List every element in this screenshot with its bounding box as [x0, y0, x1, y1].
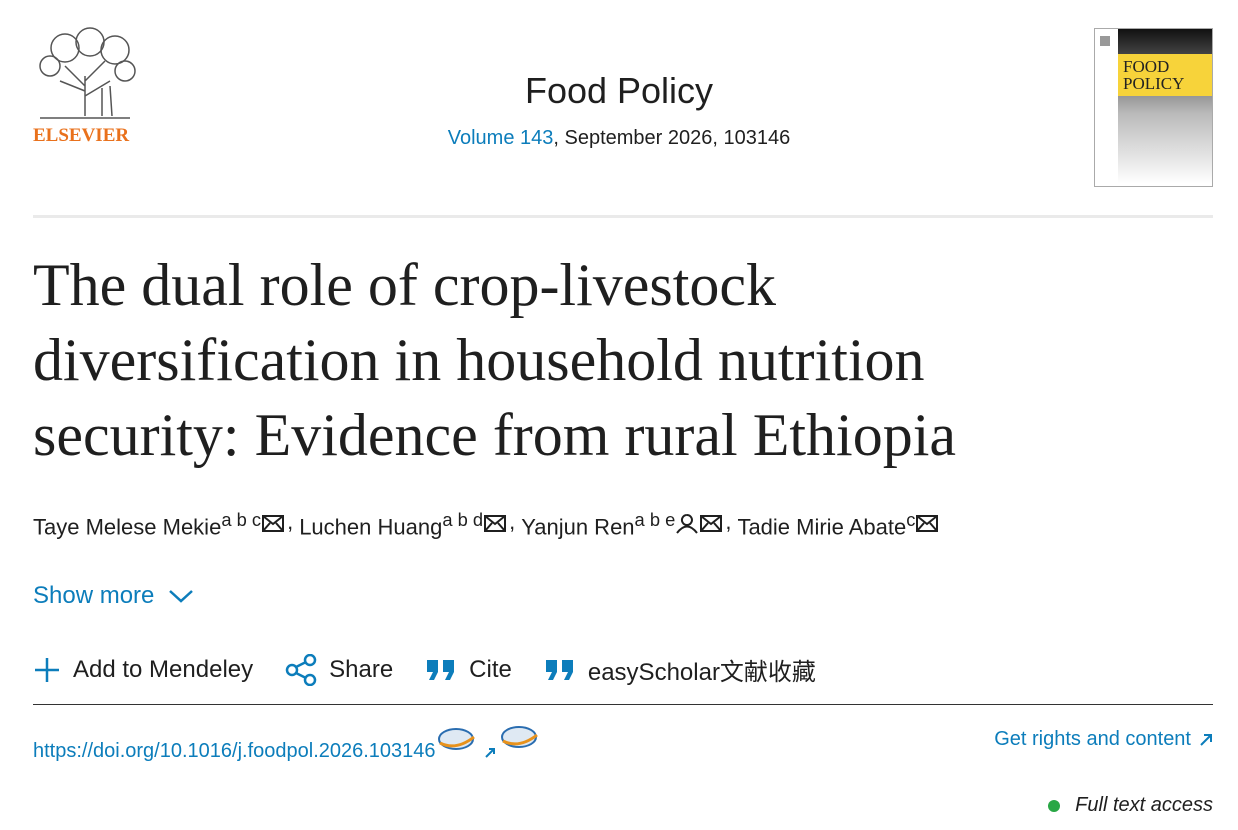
- mail-icon[interactable]: [261, 512, 285, 534]
- mail-icon[interactable]: [915, 512, 939, 534]
- show-more[interactable]: Show more: [33, 582, 194, 610]
- elsevier-logo[interactable]: ELSEVIER: [30, 26, 140, 148]
- author[interactable]: Tadie Mirie Abatec: [737, 509, 939, 540]
- cover-text: POLICY: [1123, 74, 1184, 93]
- status-dot: [1048, 799, 1061, 812]
- author-name: Taye Melese Mekie: [33, 514, 222, 540]
- affiliations: a b e: [634, 509, 676, 530]
- mail-icon[interactable]: [483, 512, 507, 534]
- author-name: Luchen Huang: [299, 514, 443, 540]
- doi-line: https://doi.org/10.1016/j.foodpol.2026.1…: [33, 725, 546, 763]
- cite-button[interactable]: Cite: [425, 656, 512, 684]
- separator: ,: [287, 509, 294, 534]
- action-label: Cite: [469, 655, 512, 683]
- divider: [33, 704, 1213, 705]
- author-name: Tadie Mirie Abate: [737, 514, 907, 540]
- affiliations: a b c: [221, 509, 262, 530]
- person-icon[interactable]: [675, 512, 699, 534]
- plus-icon: [35, 657, 59, 682]
- access-label: Full text access: [1075, 794, 1213, 816]
- journal-cover[interactable]: FOOD POLICY: [1094, 28, 1214, 188]
- action-bar: Add to Mendeley Share Cite easyScholar文献…: [33, 652, 848, 687]
- easyscholar-button[interactable]: easyScholar文献收藏: [544, 652, 816, 687]
- publisher: ELSEVIER: [33, 125, 129, 146]
- doi-link[interactable]: https://doi.org/10.1016/j.foodpol.2026.1…: [33, 740, 436, 762]
- quote-icon: [545, 659, 573, 680]
- author-name: Yanjun Ren: [521, 514, 635, 540]
- divider: [33, 215, 1213, 218]
- separator: ,: [509, 509, 516, 534]
- mail-icon[interactable]: [699, 512, 723, 534]
- issue-info: , September 2026, 103146: [553, 127, 791, 149]
- share-icon: [285, 653, 317, 686]
- affiliations: a b d: [442, 509, 484, 530]
- cover-text: FOOD: [1123, 57, 1169, 76]
- author[interactable]: Yanjun Rena b e: [521, 509, 723, 540]
- journal-title[interactable]: Food Policy: [524, 70, 714, 111]
- rights-label: Get rights and content: [994, 728, 1191, 750]
- doi-icons[interactable]: [436, 721, 546, 761]
- article-title: The dual role of crop-livestock diversif…: [33, 252, 956, 468]
- mendeley-button[interactable]: Add to Mendeley: [33, 656, 253, 684]
- action-label: easyScholar文献收藏: [587, 659, 816, 686]
- action-label: Share: [329, 655, 394, 683]
- chevron: [169, 590, 194, 603]
- author[interactable]: Luchen Huanga b d: [299, 509, 507, 540]
- rights-link[interactable]: Get rights and content: [994, 728, 1213, 751]
- quote-icon: [427, 659, 455, 680]
- author[interactable]: Taye Melese Mekiea b c: [33, 509, 285, 540]
- affiliations: c: [906, 509, 916, 530]
- access-indicator: Full text access: [1047, 794, 1213, 817]
- share-button[interactable]: Share: [285, 653, 394, 686]
- separator: ,: [725, 509, 732, 534]
- volume-line: Volume 143, September 2026, 103146: [0, 127, 1238, 150]
- show-more-label: Show more: [33, 582, 155, 609]
- action-label: Add to Mendeley: [73, 655, 254, 683]
- external-icon: [1200, 733, 1212, 746]
- volume-link[interactable]: Volume 143: [447, 127, 554, 149]
- author-list: Taye Melese Mekiea b c, Luchen Huanga b d…: [33, 509, 939, 540]
